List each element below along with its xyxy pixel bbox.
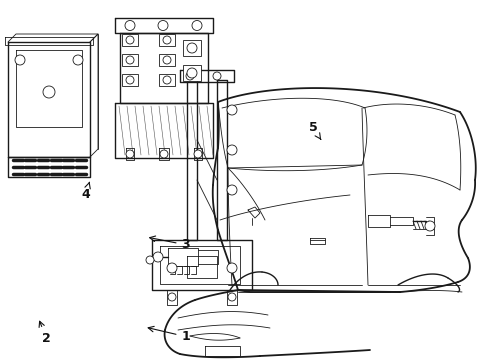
Text: 1: 1 [148, 327, 190, 343]
Bar [159, 54, 175, 66]
Bar [122, 54, 138, 66]
Circle shape [186, 43, 197, 53]
Circle shape [15, 55, 25, 65]
Circle shape [146, 256, 154, 264]
Circle shape [226, 185, 237, 195]
Circle shape [73, 55, 83, 65]
Circle shape [213, 72, 221, 80]
Circle shape [227, 293, 236, 301]
Circle shape [158, 21, 168, 31]
Circle shape [168, 293, 176, 301]
Circle shape [186, 68, 197, 78]
Circle shape [125, 21, 135, 31]
Circle shape [160, 150, 168, 158]
Circle shape [126, 76, 134, 84]
Circle shape [185, 72, 194, 80]
Circle shape [126, 36, 134, 44]
Circle shape [194, 150, 202, 158]
Circle shape [226, 145, 237, 155]
Circle shape [126, 150, 134, 158]
Bar [122, 34, 138, 46]
Text: 4: 4 [81, 182, 90, 201]
Text: 2: 2 [39, 321, 51, 345]
Bar [159, 34, 175, 46]
Bar [159, 74, 175, 86]
Circle shape [126, 56, 134, 64]
Bar [122, 74, 138, 86]
Circle shape [192, 21, 202, 31]
Circle shape [43, 86, 55, 98]
Circle shape [226, 263, 237, 273]
Circle shape [226, 105, 237, 115]
Circle shape [163, 76, 171, 84]
Text: 5: 5 [308, 121, 320, 139]
Circle shape [163, 36, 171, 44]
Circle shape [153, 252, 163, 262]
Circle shape [167, 263, 177, 273]
Circle shape [424, 221, 434, 231]
Circle shape [163, 56, 171, 64]
Text: 3: 3 [149, 236, 190, 251]
Bar [183, 65, 201, 81]
Bar [183, 40, 201, 56]
